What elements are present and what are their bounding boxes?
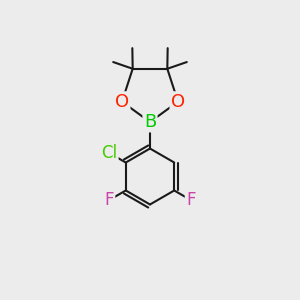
Text: F: F bbox=[186, 191, 196, 209]
Text: Cl: Cl bbox=[101, 144, 117, 162]
Text: B: B bbox=[144, 113, 156, 131]
Text: O: O bbox=[171, 93, 185, 111]
Text: F: F bbox=[104, 191, 114, 209]
Text: O: O bbox=[115, 93, 129, 111]
